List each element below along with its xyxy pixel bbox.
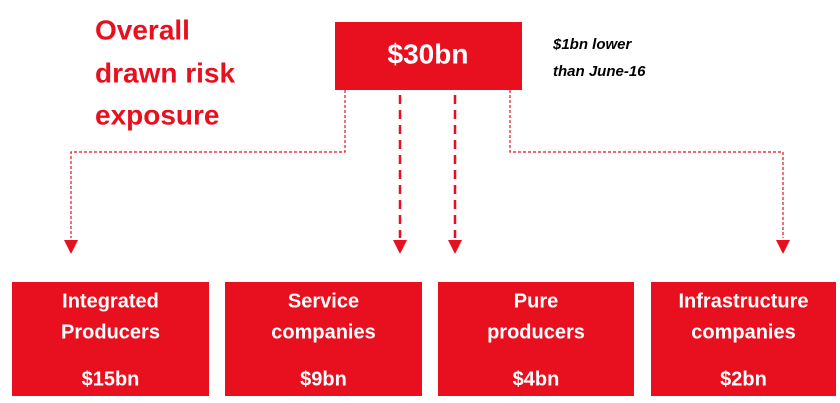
title-line: drawn risk — [95, 57, 235, 88]
node-box — [12, 282, 209, 396]
root-note: than June-16 — [553, 63, 646, 80]
root-note: $1bn lower — [552, 36, 633, 53]
node-box — [225, 282, 422, 396]
node-label: Service — [288, 290, 359, 312]
node-label: Infrastructure — [678, 290, 808, 312]
connectors — [64, 90, 790, 254]
arrow-head — [64, 240, 78, 254]
title-line: exposure — [95, 99, 220, 130]
root-value: $30bn — [388, 38, 469, 69]
node-value: $2bn — [720, 368, 767, 390]
node-label: Pure — [514, 290, 558, 312]
arrow-head — [448, 240, 462, 254]
connector — [509, 90, 784, 238]
node-label: companies — [271, 321, 375, 343]
node-label: producers — [487, 321, 585, 343]
node-label: companies — [691, 321, 795, 343]
arrow-head — [393, 240, 407, 254]
node-box — [651, 282, 836, 396]
arrow-head — [776, 240, 790, 254]
node-label: Integrated — [62, 290, 159, 312]
child-nodes: Integrated Producers $15bn Service companies… — [12, 282, 836, 396]
node-box — [438, 282, 634, 396]
title-line: Overall — [95, 14, 190, 45]
node-label: Producers — [61, 321, 160, 343]
root-box — [335, 22, 522, 90]
node-value: $9bn — [300, 368, 347, 390]
node-value: $4bn — [513, 368, 560, 390]
node-value: $15bn — [82, 368, 140, 390]
connector — [70, 90, 346, 238]
